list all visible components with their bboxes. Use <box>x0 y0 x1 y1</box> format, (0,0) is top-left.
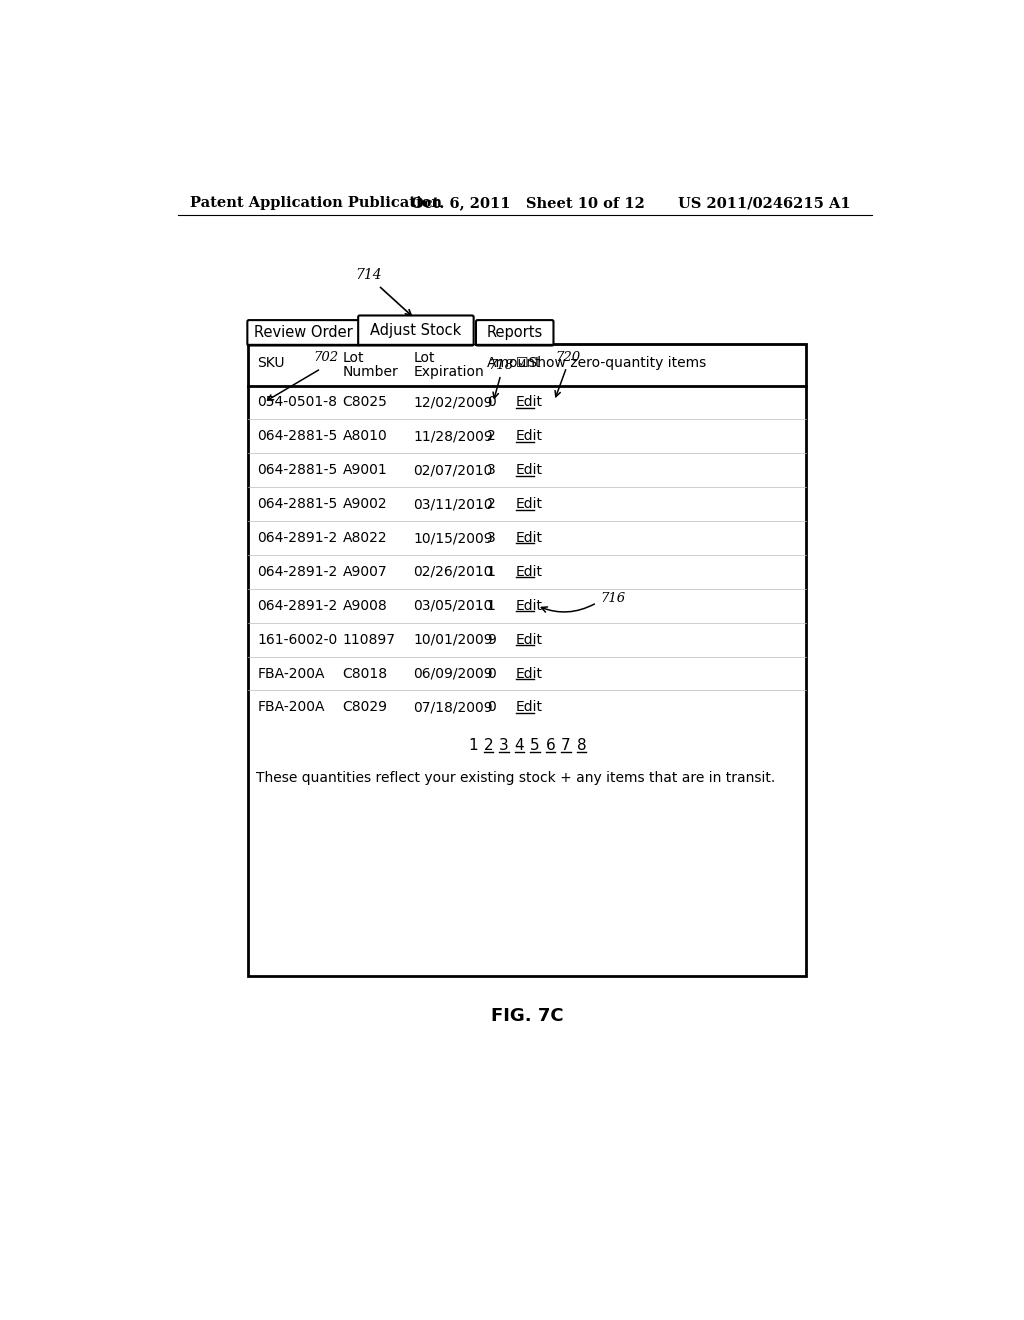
Text: 0: 0 <box>486 667 496 681</box>
Text: Review Order: Review Order <box>254 325 353 341</box>
Text: 064-2891-2: 064-2891-2 <box>257 599 338 612</box>
Text: Number: Number <box>343 364 398 379</box>
Text: 9: 9 <box>486 632 496 647</box>
Text: 2: 2 <box>486 498 496 511</box>
FancyBboxPatch shape <box>476 321 554 346</box>
Text: Edit: Edit <box>515 396 543 409</box>
Text: A9008: A9008 <box>343 599 387 612</box>
Text: US 2011/0246215 A1: US 2011/0246215 A1 <box>678 197 851 210</box>
Text: ☑Show zero-quantity items: ☑Show zero-quantity items <box>515 356 706 370</box>
Text: Reports: Reports <box>486 325 543 341</box>
Text: SKU: SKU <box>257 356 285 370</box>
Text: 02/07/2010: 02/07/2010 <box>414 463 493 478</box>
FancyBboxPatch shape <box>248 321 359 346</box>
Text: 1: 1 <box>468 738 477 754</box>
Text: A9007: A9007 <box>343 565 387 579</box>
Text: FBA-200A: FBA-200A <box>257 667 325 681</box>
Text: FIG. 7C: FIG. 7C <box>490 1007 563 1026</box>
Text: 12/02/2009: 12/02/2009 <box>414 396 493 409</box>
Text: 718: 718 <box>488 359 513 372</box>
Text: 7: 7 <box>561 738 570 754</box>
Text: 110897: 110897 <box>343 632 395 647</box>
Text: 3: 3 <box>486 463 496 478</box>
Text: Edit: Edit <box>515 565 543 579</box>
Text: Adjust Stock: Adjust Stock <box>371 322 462 338</box>
Text: 3: 3 <box>486 531 496 545</box>
Text: 161-6002-0: 161-6002-0 <box>257 632 338 647</box>
Text: 3: 3 <box>499 738 509 754</box>
Text: Lot: Lot <box>414 351 435 364</box>
Text: 1: 1 <box>486 599 496 612</box>
Text: 702: 702 <box>313 351 338 364</box>
Text: Edit: Edit <box>515 599 543 612</box>
Text: 03/11/2010: 03/11/2010 <box>414 498 493 511</box>
Text: 054-0501-8: 054-0501-8 <box>257 396 338 409</box>
Text: 064-2881-5: 064-2881-5 <box>257 463 338 478</box>
Text: Patent Application Publication: Patent Application Publication <box>190 197 442 210</box>
Text: 0: 0 <box>486 701 496 714</box>
Text: A9002: A9002 <box>343 498 387 511</box>
Text: 8: 8 <box>577 738 586 754</box>
Text: Edit: Edit <box>515 632 543 647</box>
Text: A9001: A9001 <box>343 463 387 478</box>
Text: 064-2891-2: 064-2891-2 <box>257 531 338 545</box>
Text: 064-2881-5: 064-2881-5 <box>257 498 338 511</box>
Text: 064-2881-5: 064-2881-5 <box>257 429 338 444</box>
Text: 064-2891-2: 064-2891-2 <box>257 565 338 579</box>
Text: 716: 716 <box>601 591 626 605</box>
Text: 03/05/2010: 03/05/2010 <box>414 599 493 612</box>
Text: Amount: Amount <box>486 356 542 370</box>
Text: 0: 0 <box>486 396 496 409</box>
Text: A8022: A8022 <box>343 531 387 545</box>
Text: C8018: C8018 <box>343 667 388 681</box>
Text: 11/28/2009: 11/28/2009 <box>414 429 493 444</box>
Text: C8029: C8029 <box>343 701 388 714</box>
Text: FBA-200A: FBA-200A <box>257 701 325 714</box>
Text: Oct. 6, 2011   Sheet 10 of 12: Oct. 6, 2011 Sheet 10 of 12 <box>411 197 645 210</box>
Text: Edit: Edit <box>515 463 543 478</box>
Text: Edit: Edit <box>515 667 543 681</box>
Text: 6: 6 <box>546 738 555 754</box>
Text: 06/09/2009: 06/09/2009 <box>414 667 493 681</box>
Text: Edit: Edit <box>515 429 543 444</box>
Text: 07/18/2009: 07/18/2009 <box>414 701 493 714</box>
Text: 4: 4 <box>515 738 524 754</box>
Text: 2: 2 <box>486 429 496 444</box>
Text: 714: 714 <box>355 268 382 281</box>
Text: Lot: Lot <box>343 351 365 364</box>
Bar <box>248 345 806 977</box>
Text: Edit: Edit <box>515 498 543 511</box>
Text: 10/01/2009: 10/01/2009 <box>414 632 493 647</box>
Text: Edit: Edit <box>515 531 543 545</box>
Text: 720: 720 <box>556 351 581 364</box>
Text: 2: 2 <box>483 738 494 754</box>
Text: 02/26/2010: 02/26/2010 <box>414 565 493 579</box>
Text: 10/15/2009: 10/15/2009 <box>414 531 493 545</box>
Text: 1: 1 <box>486 565 496 579</box>
Text: C8025: C8025 <box>343 396 387 409</box>
Text: A8010: A8010 <box>343 429 387 444</box>
FancyBboxPatch shape <box>358 315 474 346</box>
Text: These quantities reflect your existing stock + any items that are in transit.: These quantities reflect your existing s… <box>256 771 775 785</box>
Text: Edit: Edit <box>515 701 543 714</box>
Text: 5: 5 <box>530 738 540 754</box>
Text: Expiration: Expiration <box>414 364 484 379</box>
